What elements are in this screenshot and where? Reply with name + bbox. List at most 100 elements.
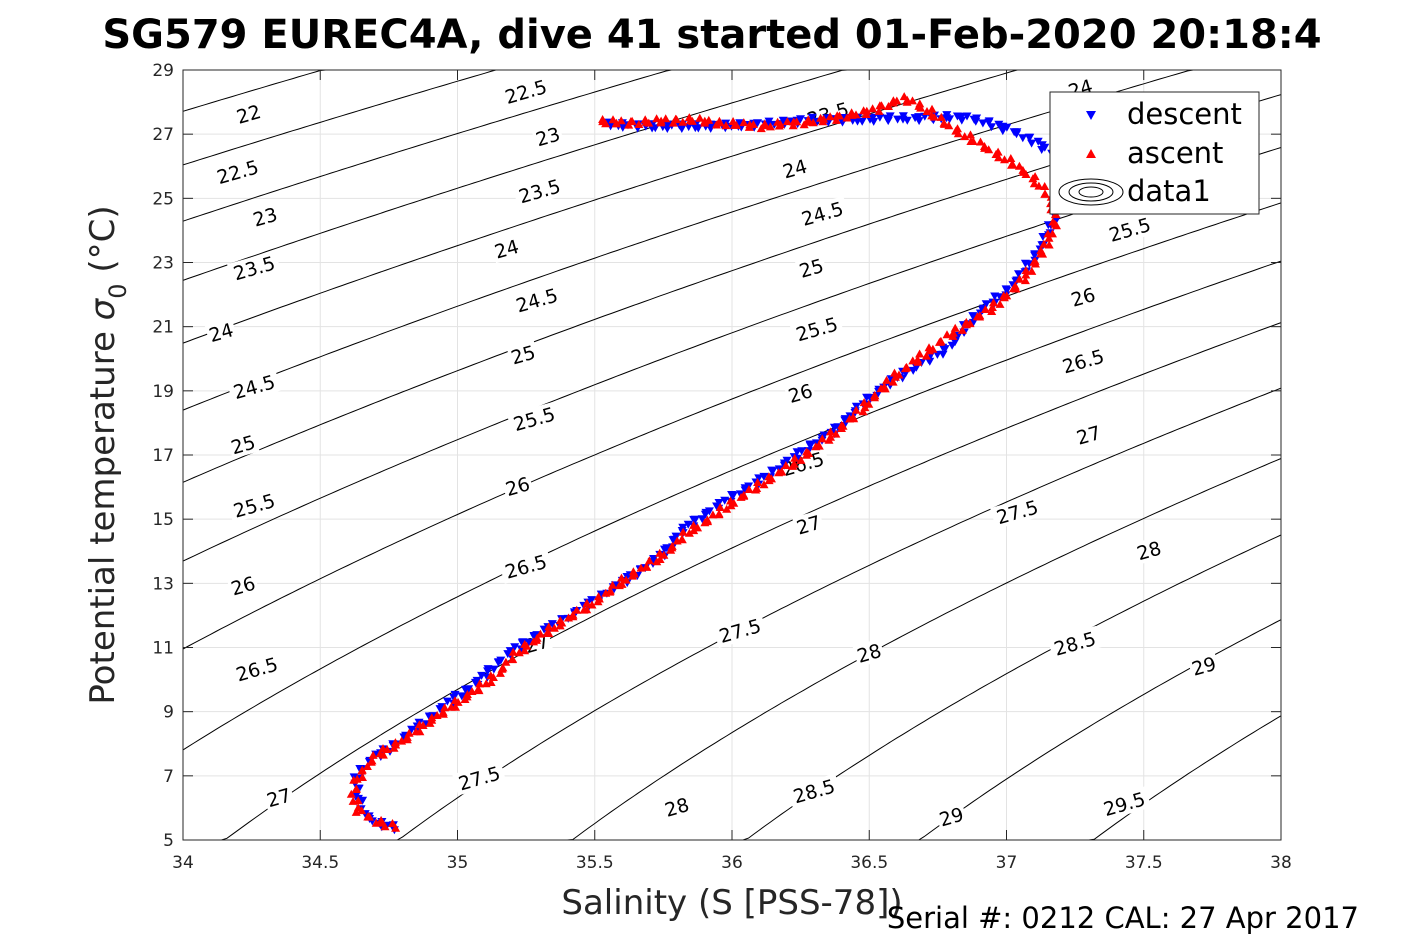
ascent-point	[594, 594, 604, 603]
ascent-point	[655, 555, 665, 563]
ascent-point	[842, 113, 852, 122]
ascent-point	[371, 818, 381, 827]
ascent-point	[451, 702, 460, 711]
descent-point	[1009, 128, 1019, 137]
ascent-point	[348, 796, 358, 805]
ascent-point	[1010, 281, 1020, 290]
chart-title: SG579 EUREC4A, dive 41 started 01-Feb-20…	[102, 12, 1321, 58]
ascent-point	[357, 766, 367, 775]
ascent-point	[957, 325, 967, 334]
descent-point	[882, 114, 892, 123]
density-contours	[182, 69, 1282, 841]
y-axis-ticks: 5 7 9 11 13 15 17 19 21 23 25 27 29	[152, 61, 1281, 851]
ascent-point	[532, 635, 541, 644]
descent-point	[662, 120, 672, 129]
ascent-point	[418, 721, 428, 729]
legend-marker-descent	[1086, 111, 1096, 120]
ascent-point	[913, 355, 923, 364]
y-axis-label-text: Potential temperature	[83, 331, 123, 704]
ascent-point	[462, 692, 472, 701]
ascent-point	[744, 485, 754, 493]
contour-line	[205, 322, 1282, 841]
descent-point	[875, 113, 885, 122]
x-tick-label: 36.5	[850, 853, 888, 873]
descent-point	[932, 350, 942, 359]
ascent-point	[1044, 240, 1054, 249]
ascent-point	[1019, 167, 1028, 176]
ascent-point	[667, 543, 677, 552]
x-tick-label: 34.5	[301, 853, 339, 873]
y-tick-label: 29	[152, 61, 174, 81]
x-tick-label: 35	[447, 853, 469, 873]
ascent-point	[362, 762, 372, 770]
ascent-point	[611, 119, 621, 128]
ascent-point	[693, 523, 703, 532]
y-tick-label: 7	[163, 767, 174, 787]
ascent-point	[1021, 266, 1031, 274]
contour-line	[380, 387, 1282, 841]
ascent-point	[656, 118, 666, 127]
ascent-point	[391, 740, 401, 749]
ascent-point	[976, 137, 985, 146]
ascent-point	[894, 370, 904, 379]
ascent-point	[522, 641, 532, 650]
ascent-point	[782, 117, 792, 126]
ascent-point	[1015, 274, 1024, 283]
contour-line	[182, 202, 1282, 650]
ascent-point	[767, 474, 776, 483]
ascent-point	[608, 115, 618, 124]
ascent-point	[366, 757, 376, 766]
ascent-point	[644, 556, 654, 565]
ascent-point	[557, 618, 567, 627]
ascent-point	[715, 503, 725, 511]
contour-label: 23	[531, 122, 565, 151]
y-axis-label-symbol: σ	[83, 297, 123, 320]
y-tick-label: 23	[152, 254, 174, 274]
contour-line	[1072, 715, 1282, 841]
ascent-point	[826, 432, 835, 441]
ascent-point	[677, 534, 687, 543]
ascent-point	[488, 673, 498, 681]
descent-point	[690, 515, 700, 524]
ascent-point	[678, 117, 688, 126]
ascent-point	[376, 815, 386, 824]
x-tick-label: 37	[996, 853, 1018, 873]
y-tick-label: 13	[152, 574, 174, 594]
descent-point	[510, 643, 520, 652]
ascent-point	[1014, 161, 1024, 170]
ascent-point	[902, 97, 912, 106]
ascent-point	[617, 573, 626, 582]
descent-point	[994, 120, 1004, 129]
descent-point	[704, 507, 714, 516]
ascent-point	[1044, 233, 1054, 242]
ascent-point	[634, 120, 644, 128]
ascent-point	[1034, 181, 1044, 190]
y-tick-label: 19	[152, 382, 174, 402]
ascent-point	[695, 113, 705, 122]
ascent-point	[404, 728, 414, 737]
y-axis-label-subscript: 0	[104, 283, 132, 298]
descent-point	[925, 357, 935, 366]
ascent-point	[868, 104, 878, 113]
descent-point	[914, 117, 924, 126]
ascent-point	[756, 124, 766, 133]
ascent-point	[668, 118, 678, 127]
descent-point	[700, 510, 710, 519]
descent-point	[697, 515, 707, 524]
ascent-point	[848, 412, 858, 421]
ascent-point	[851, 405, 861, 414]
ascent-point	[884, 102, 893, 110]
ascent-point	[642, 562, 652, 571]
descent-point	[1002, 286, 1012, 295]
ascent-point	[987, 303, 997, 311]
ascent-point	[1029, 179, 1039, 188]
contour-label: 26	[1066, 282, 1100, 312]
x-tick-label: 36	[721, 853, 743, 873]
descent-point	[547, 620, 557, 629]
ascent-point	[888, 96, 898, 105]
legend: descent ascent data1	[1049, 91, 1260, 215]
contour-line	[182, 69, 1067, 344]
ascent-point	[788, 121, 798, 130]
ascent-point	[544, 622, 554, 631]
ascent-point	[346, 789, 356, 798]
